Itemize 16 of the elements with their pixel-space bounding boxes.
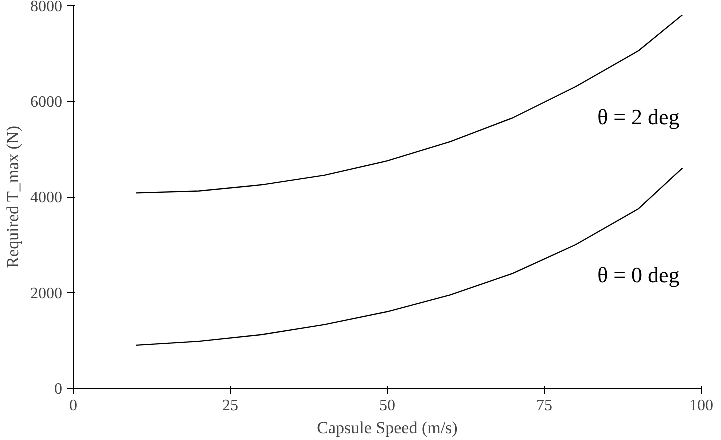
y-tick-label: 2000 <box>30 285 62 302</box>
x-tick-label: 25 <box>222 398 238 414</box>
y-axis-title: Required T_max (N) <box>4 126 22 268</box>
line-series <box>136 14 684 194</box>
x-tick-label: 50 <box>380 398 396 414</box>
y-tick-label: 8000 <box>30 0 62 16</box>
x-tick-label: 0 <box>70 398 78 414</box>
y-tick-label: 6000 <box>30 94 62 111</box>
y-tick-label: 4000 <box>30 190 62 206</box>
x-tick-label: 75 <box>536 398 552 414</box>
x-tick-label: 100 <box>690 398 714 414</box>
x-axis-title: Capsule Speed (m/s) <box>317 418 458 438</box>
line-series <box>136 168 684 346</box>
y-tick-label: 0 <box>54 381 62 398</box>
series-label: θ = 2 deg <box>598 104 680 130</box>
series-label: θ = 0 deg <box>598 262 680 288</box>
